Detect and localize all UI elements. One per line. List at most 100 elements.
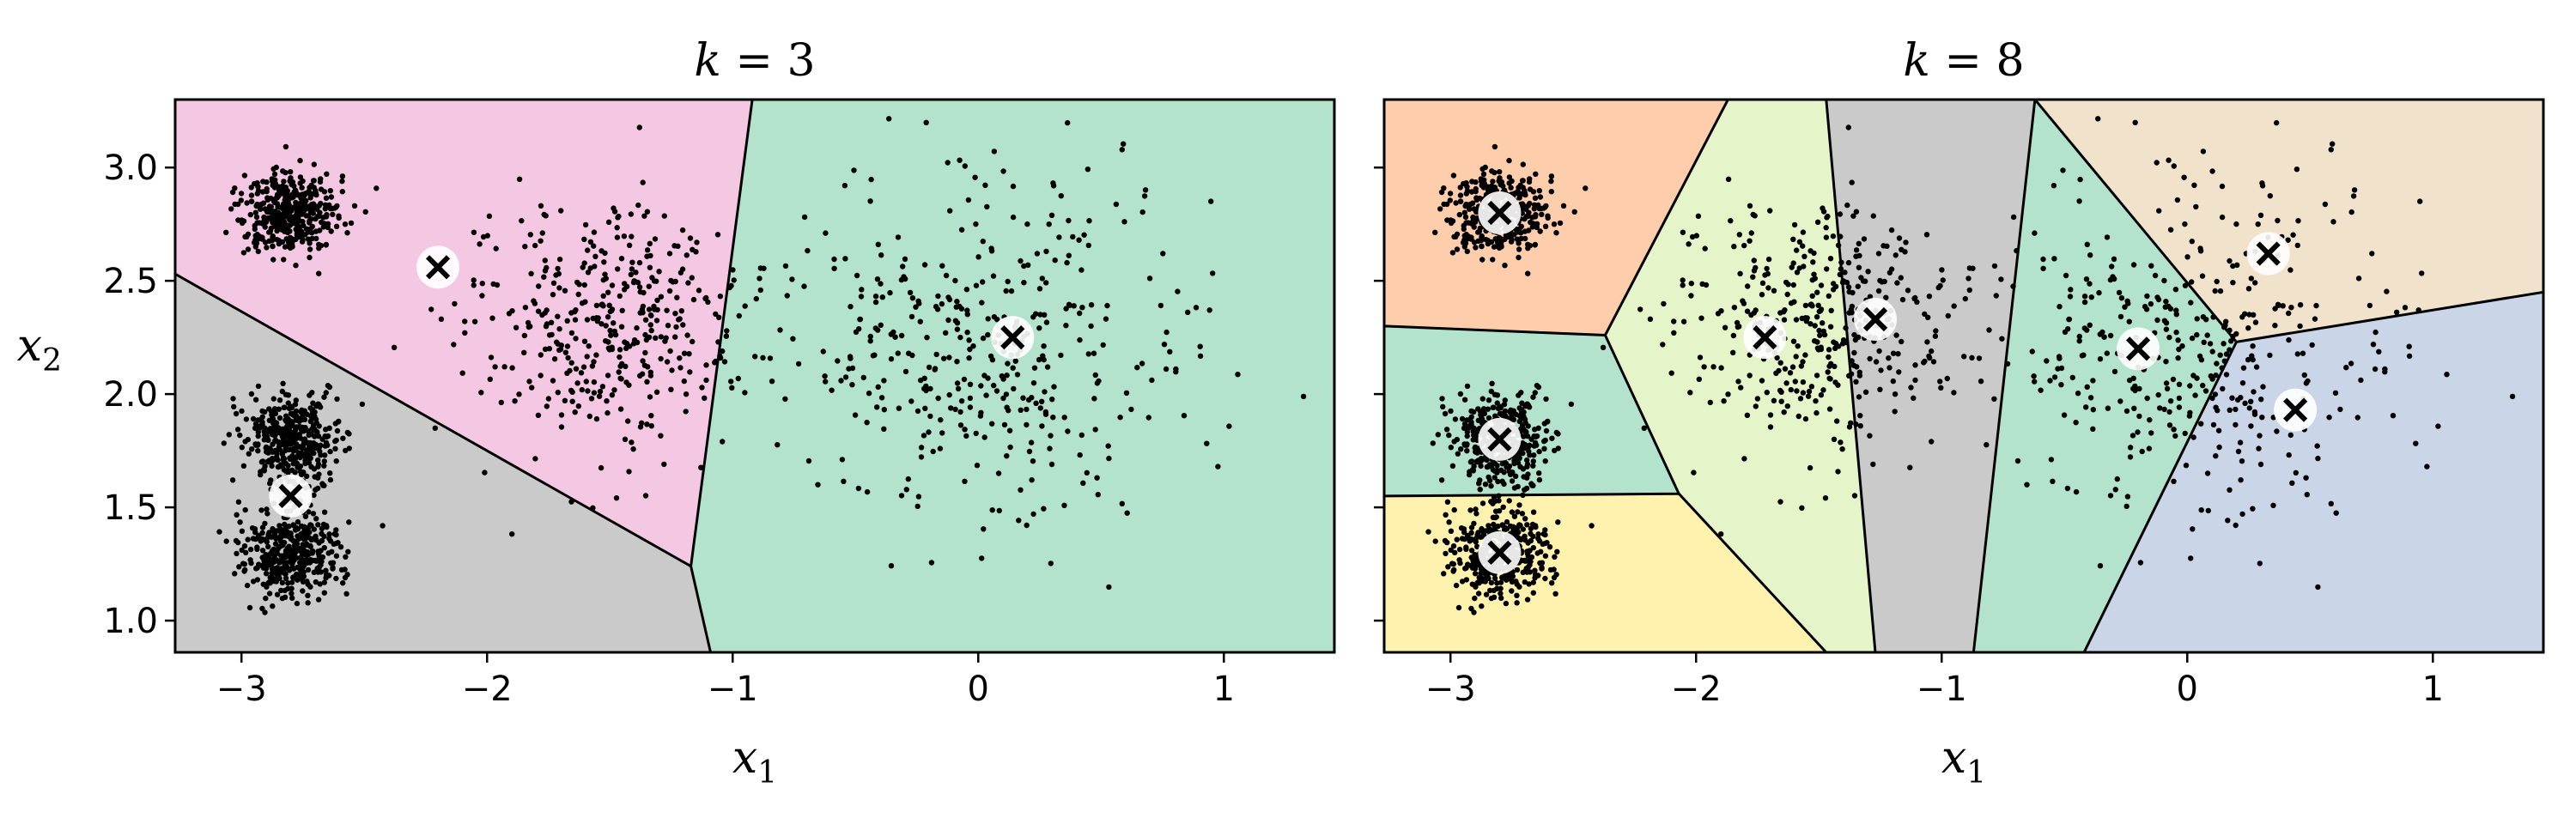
data-point <box>1531 452 1537 458</box>
data-point <box>962 478 968 484</box>
data-point <box>599 301 605 307</box>
data-point <box>593 315 599 321</box>
data-point <box>1853 209 1860 215</box>
data-point <box>573 307 579 313</box>
data-point <box>1808 301 1814 307</box>
data-point <box>1688 293 1694 299</box>
data-point <box>2257 433 2263 439</box>
data-point <box>294 424 300 430</box>
data-point <box>312 203 318 209</box>
data-point <box>235 499 242 505</box>
data-point <box>1119 147 1126 153</box>
data-point <box>729 385 735 391</box>
data-point <box>2154 160 2160 166</box>
data-point <box>1226 423 1232 429</box>
data-point <box>1461 233 1467 239</box>
data-point <box>2081 325 2087 331</box>
data-point <box>1837 211 1844 217</box>
data-point <box>267 550 274 557</box>
data-point <box>509 531 515 537</box>
data-point <box>304 579 310 585</box>
data-point <box>2267 352 2273 359</box>
data-point <box>644 379 650 385</box>
data-point <box>628 211 635 217</box>
data-point <box>580 364 587 370</box>
data-point <box>2272 323 2278 329</box>
data-point <box>2229 395 2235 401</box>
data-point <box>2221 341 2227 347</box>
data-point <box>1845 124 1851 130</box>
data-point <box>289 181 295 188</box>
data-point <box>250 536 257 542</box>
data-point <box>591 359 597 365</box>
data-point <box>1922 358 1928 365</box>
data-point <box>1505 573 1511 579</box>
data-point <box>1522 403 1528 409</box>
data-point <box>581 236 587 242</box>
data-point <box>1961 354 1967 360</box>
data-point <box>2188 555 2194 561</box>
data-point <box>2076 198 2082 204</box>
data-point <box>1735 379 1741 385</box>
data-point <box>592 253 598 259</box>
data-point <box>1991 396 1997 402</box>
data-point <box>1991 263 1998 270</box>
data-point <box>232 185 238 191</box>
data-point <box>831 256 837 263</box>
data-point <box>1856 369 1862 375</box>
data-point <box>1522 579 1528 585</box>
data-point <box>283 533 289 539</box>
data-point <box>1855 334 1862 341</box>
data-point <box>311 161 317 167</box>
data-point <box>1814 409 1820 416</box>
data-point <box>333 575 339 582</box>
data-point <box>2101 334 2107 340</box>
data-point <box>380 523 386 529</box>
data-point <box>270 603 276 609</box>
data-point <box>1430 440 1437 446</box>
data-points <box>216 100 1307 615</box>
data-point <box>1058 193 1065 199</box>
data-point <box>2215 408 2221 414</box>
data-point <box>1104 302 1110 309</box>
data-point <box>2081 299 2088 306</box>
data-point <box>1461 222 1467 229</box>
data-point <box>1523 485 1530 492</box>
data-point <box>266 591 273 597</box>
data-point <box>1730 332 1737 339</box>
data-point <box>1025 262 1031 268</box>
data-point <box>250 579 257 585</box>
data-point <box>1521 414 1527 420</box>
data-point <box>259 189 266 195</box>
data-point <box>1824 215 1830 221</box>
data-point <box>477 241 483 247</box>
data-point <box>2413 440 2419 446</box>
data-point <box>611 328 617 335</box>
data-point <box>1021 263 1027 270</box>
data-point <box>1815 302 1821 308</box>
data-point <box>1830 233 1837 239</box>
data-point <box>1457 198 1464 204</box>
data-point <box>1535 425 1541 431</box>
data-point <box>1529 482 1535 488</box>
data-point <box>637 310 643 316</box>
data-point <box>721 359 728 365</box>
y-tick-label: 2.0 <box>103 375 158 415</box>
data-point <box>1839 341 1846 347</box>
data-point <box>881 407 888 413</box>
data-point <box>1794 270 1801 276</box>
boundary-3 <box>1825 100 1877 652</box>
data-point <box>1822 495 1829 501</box>
data-point <box>1492 475 1498 481</box>
data-point <box>2058 365 2065 372</box>
data-point <box>648 413 654 419</box>
data-point <box>263 571 270 577</box>
data-point <box>1543 427 1550 434</box>
data-point <box>658 355 664 362</box>
data-point <box>605 219 612 225</box>
data-point <box>2048 457 2055 463</box>
data-point <box>1524 522 1530 528</box>
data-point <box>320 521 327 528</box>
data-point <box>556 270 562 277</box>
data-point <box>516 176 523 182</box>
